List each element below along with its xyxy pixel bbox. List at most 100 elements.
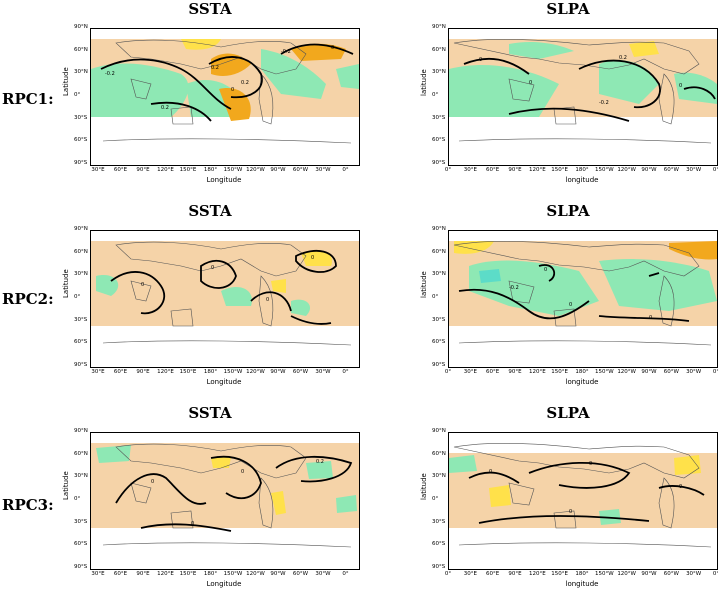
contour-label: 0	[266, 297, 269, 303]
map-canvas: -0.2 0.2 0 -0.2 0.2 0 0.2	[91, 39, 359, 144]
field-patch	[221, 286, 252, 306]
longitude-tick-label: 90°W	[641, 369, 657, 375]
contour-line	[295, 249, 337, 273]
longitude-tick-label: 0°	[712, 167, 718, 173]
contour-label: 0.2	[211, 65, 219, 71]
contour-line	[200, 259, 237, 289]
contour-label: -0.2	[599, 100, 609, 106]
coastline	[658, 73, 675, 125]
longitude-tick-label: 120°E	[157, 369, 174, 375]
panel-rpc3-ssta: SSTA 0 0 0.2 0 Latitude 90°N 60°N 30°N 0° 30°S 60°S…	[60, 404, 360, 590]
latitude-tick-label: 60°S	[74, 137, 88, 144]
map-frame: 0 0.2 0 -0.2 0	[448, 28, 718, 166]
contour-label: 0	[311, 255, 314, 261]
contour-line	[508, 107, 630, 122]
field-patch	[449, 455, 477, 473]
coastline	[115, 241, 307, 277]
coastline	[170, 510, 194, 529]
latitude-tick-label: 0°	[432, 92, 439, 98]
coastline	[258, 275, 274, 327]
longitude-tick-label: 150°W	[594, 369, 614, 375]
longitude-tick-label: 60°W	[292, 369, 309, 375]
longitude-tick-label: 180°	[575, 167, 589, 173]
longitude-tick-label: 180°	[575, 369, 589, 375]
coastline	[453, 241, 700, 277]
field-patch	[211, 457, 231, 468]
longitude-tick-label: 180°	[203, 369, 218, 375]
longitude-tick-label: 90°W	[270, 369, 286, 375]
longitude-tick-label: 60°E	[486, 571, 500, 577]
contour-label: 0.2	[161, 105, 169, 111]
contour-label: 0	[479, 57, 482, 63]
latitude-tick-label: 30°N	[432, 69, 446, 76]
field-patch	[181, 39, 221, 50]
latitude-axis-title: Latitude	[62, 471, 70, 500]
field-patch	[91, 63, 189, 117]
latitude-tick-label: 60°S	[74, 339, 88, 346]
longitude-tick-label: 30°E	[463, 167, 477, 173]
longitude-tick-label: 150°W	[223, 369, 243, 375]
panel-rpc3-slpa: SLPA 0 0 0 0 latitude 90°N 60°N 30°N 0° 30°S 60°S 90…	[418, 404, 718, 590]
contour-line	[468, 471, 520, 484]
longitude-tick-label: 30°W	[315, 167, 331, 173]
contour-label: -0.2	[105, 71, 115, 77]
contour-line	[250, 291, 292, 312]
latitude-tick-label: 30°S	[74, 316, 88, 323]
map-frame: 0 0 0.2 0	[90, 432, 360, 570]
longitude-tick-label: 90°W	[270, 571, 286, 577]
panel-rpc1-ssta: SSTA -0.2 0.2 0 -0.2 0.2 0 0.2 Latitude 90°N 60°N 3…	[60, 0, 360, 186]
longitude-tick-label: 150°E	[179, 167, 197, 173]
longitude-tick-label: 150°W	[223, 167, 243, 173]
coastline	[130, 280, 152, 302]
panel-title: SLPA	[546, 0, 590, 18]
longitude-tick-label: 30°E	[91, 571, 105, 577]
latitude-tick-label: 30°N	[432, 271, 446, 278]
contour-label: 0	[191, 521, 194, 527]
latitude-tick-label: 60°N	[432, 46, 446, 53]
contour-label: 0	[529, 80, 532, 86]
longitude-tick-label: 90°W	[641, 167, 657, 173]
coastline	[553, 106, 577, 125]
coastline	[453, 443, 700, 479]
longitude-tick-label: 120°E	[528, 571, 546, 577]
latitude-tick-label: 90°S	[74, 160, 88, 166]
latitude-tick-label: 30°N	[74, 473, 88, 480]
latitude-tick-label: 60°N	[74, 46, 88, 53]
latitude-tick-label: 30°S	[432, 316, 446, 323]
latitude-tick-label: 60°S	[432, 137, 446, 144]
contour-label: -0.2	[509, 285, 519, 291]
coastline	[458, 138, 712, 144]
panel-rpc1-slpa: SLPA 0 0.2 0 -0.2 0 latitude 90°N 60°N 30°N 0° 30°S…	[418, 0, 718, 186]
coastline	[170, 308, 194, 327]
field-patch	[449, 453, 717, 528]
latitude-tick-label: 60°S	[432, 541, 446, 548]
latitude-tick-label: 60°N	[74, 450, 88, 457]
longitude-tick-label: 180°	[575, 571, 589, 577]
field-patch	[301, 250, 332, 266]
coastline	[258, 477, 274, 529]
latitude-tick-label: 0°	[432, 294, 439, 300]
coastline	[102, 138, 352, 144]
map-frame: -0.2 0.2 0 -0.2 0.2 0 0.2	[90, 28, 360, 166]
field-patch	[291, 43, 346, 61]
longitude-tick-label: 180°	[203, 571, 218, 577]
contour-line	[210, 455, 262, 500]
contour-label: 0	[569, 302, 572, 308]
field-patch	[261, 49, 326, 99]
field-patch	[306, 461, 333, 479]
contour-label: 0.2	[619, 55, 627, 61]
longitude-axis-title: Longitude	[206, 378, 242, 386]
field-patch	[271, 279, 286, 293]
longitude-tick-label: 150°E	[551, 167, 569, 173]
latitude-tick-label: 0°	[74, 92, 81, 98]
latitude-tick-label: 90°N	[74, 24, 88, 30]
latitude-tick-label: 90°N	[432, 226, 446, 232]
coastline	[115, 443, 307, 479]
coastline	[658, 275, 675, 327]
longitude-tick-label: 120°W	[246, 369, 265, 375]
coastline	[508, 280, 535, 304]
longitude-tick-label: 0°	[342, 167, 349, 173]
longitude-tick-label: 90°E	[136, 369, 150, 375]
longitude-axis-title: longitude	[565, 176, 599, 184]
longitude-tick-label: 90°E	[508, 369, 522, 375]
